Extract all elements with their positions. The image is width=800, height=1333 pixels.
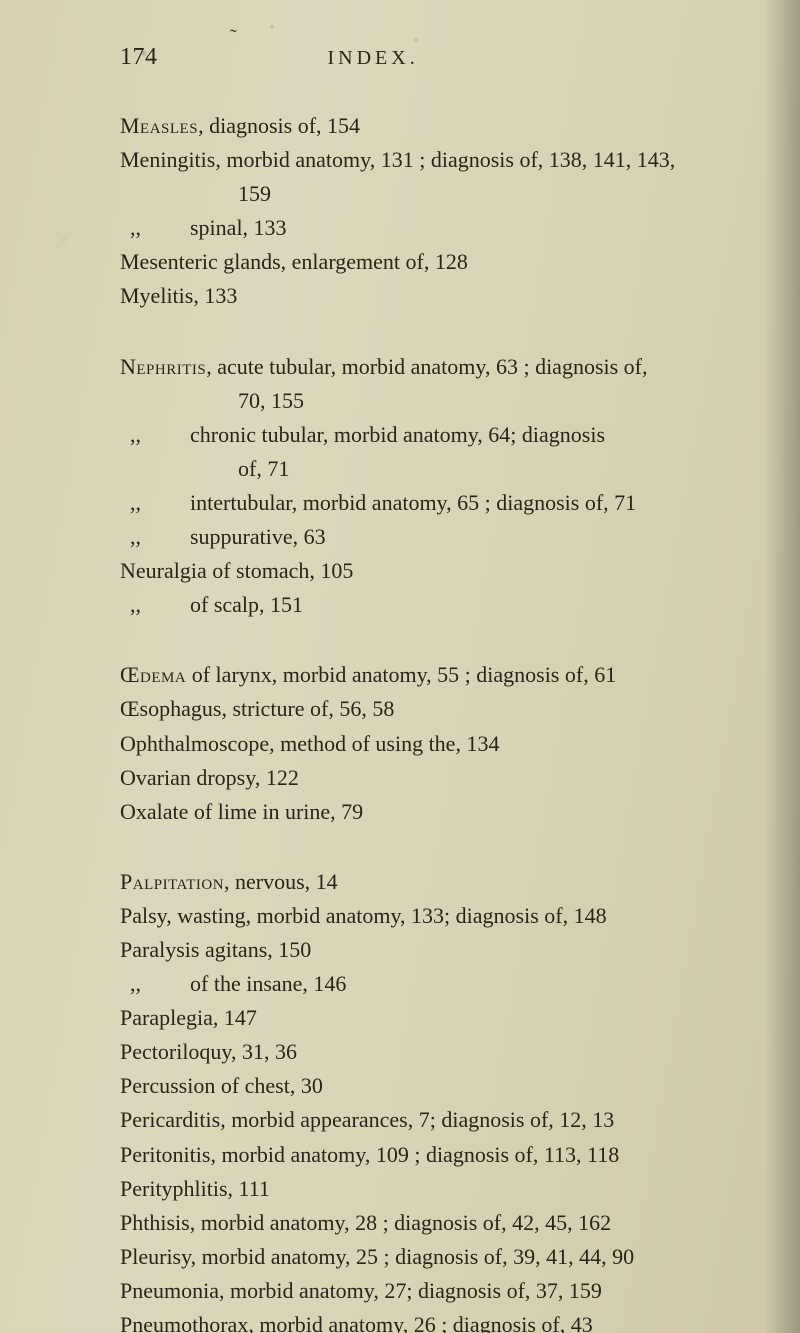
- ditto-mark: ,,: [164, 588, 190, 622]
- entry-text: spinal, 133: [190, 215, 287, 240]
- entry-neuralgia: Neuralgia of stomach, 105: [120, 554, 728, 588]
- entry-perityphlitis: Perityphlitis, 111: [120, 1172, 728, 1206]
- entry-meningitis-cont: 159: [120, 177, 728, 211]
- entry-nephritis: Nephritis, acute tubular, morbid anatomy…: [120, 350, 728, 384]
- entry-nephritis-chronic: ,,chronic tubular, morbid anatomy, 64; d…: [120, 418, 728, 452]
- entry-text: suppurative, 63: [190, 524, 326, 549]
- entry-myelitis: Myelitis, 133: [120, 279, 728, 313]
- stray-mark: ˜: [230, 26, 237, 49]
- entry-text: of scalp, 151: [190, 592, 303, 617]
- entry-ovarian: Ovarian dropsy, 122: [120, 761, 728, 795]
- entry-oxalate: Oxalate of lime in urine, 79: [120, 795, 728, 829]
- index-block-n: Nephritis, acute tubular, morbid anatomy…: [120, 350, 728, 623]
- entry-paraplegia: Paraplegia, 147: [120, 1001, 728, 1035]
- index-block-m: Measles, diagnosis of, 154 Meningitis, m…: [120, 109, 728, 314]
- entry-paralysis: Paralysis agitans, 150: [120, 933, 728, 967]
- entry-ophthalmoscope: Ophthalmoscope, method of using the, 134: [120, 727, 728, 761]
- entry-neuralgia-scalp: ,,of scalp, 151: [120, 588, 728, 622]
- entry-pleurisy: Pleurisy, morbid anatomy, 25 ; diagnosis…: [120, 1240, 728, 1274]
- entry-nephritis-chronic-cont: of, 71: [120, 452, 728, 486]
- ditto-mark: ,,: [164, 418, 190, 452]
- running-title: INDEX.: [328, 47, 419, 70]
- entry-pectoriloquy: Pectoriloquy, 31, 36: [120, 1035, 728, 1069]
- entry-peritonitis: Peritonitis, morbid anatomy, 109 ; diagn…: [120, 1138, 728, 1172]
- entry-nephritis-cont: 70, 155: [120, 384, 728, 418]
- entry-meningitis: Meningitis, morbid anatomy, 131 ; diagno…: [120, 143, 728, 177]
- entry-paralysis-insane: ,,of the insane, 146: [120, 967, 728, 1001]
- entry-text: chronic tubular, morbid anatomy, 64; dia…: [190, 422, 605, 447]
- entry-mesenteric: Mesenteric glands, enlargement of, 128: [120, 245, 728, 279]
- entry-measles: Measles, diagnosis of, 154: [120, 109, 728, 143]
- entry-pneumothorax: Pneumothorax, morbid anatomy, 26 ; diagn…: [120, 1308, 728, 1333]
- entry-pneumonia: Pneumonia, morbid anatomy, 27; diagnosis…: [120, 1274, 728, 1308]
- entry-nephritis-intertubular: ,,intertubular, morbid anatomy, 65 ; dia…: [120, 486, 728, 520]
- entry-palpitation: Palpitation, nervous, 14: [120, 865, 728, 899]
- entry-text: of the insane, 146: [190, 971, 346, 996]
- entry-pericarditis: Pericarditis, morbid appearances, 7; dia…: [120, 1103, 728, 1137]
- page-number: 174: [120, 44, 158, 71]
- ditto-mark: ,,: [164, 486, 190, 520]
- index-block-p: Palpitation, nervous, 14 Palsy, wasting,…: [120, 865, 728, 1333]
- entry-phthisis: Phthisis, morbid anatomy, 28 ; diagnosis…: [120, 1206, 728, 1240]
- entry-text: intertubular, morbid anatomy, 65 ; diagn…: [190, 490, 636, 515]
- running-header: 174 INDEX.: [120, 44, 728, 71]
- entry-meningitis-spinal: ,,spinal, 133: [120, 211, 728, 245]
- page: ˜ 174 INDEX. Measles, diagnosis of, 154 …: [0, 0, 800, 1333]
- entry-oesophagus: Œsophagus, stricture of, 56, 58: [120, 692, 728, 726]
- entry-oedema: Œdema of larynx, morbid anatomy, 55 ; di…: [120, 658, 728, 692]
- ditto-mark: ,,: [164, 967, 190, 1001]
- index-block-o: Œdema of larynx, morbid anatomy, 55 ; di…: [120, 658, 728, 828]
- entry-nephritis-suppurative: ,,suppurative, 63: [120, 520, 728, 554]
- entry-percussion: Percussion of chest, 30: [120, 1069, 728, 1103]
- ditto-mark: ,,: [164, 211, 190, 245]
- ditto-mark: ,,: [164, 520, 190, 554]
- entry-palsy: Palsy, wasting, morbid anatomy, 133; dia…: [120, 899, 728, 933]
